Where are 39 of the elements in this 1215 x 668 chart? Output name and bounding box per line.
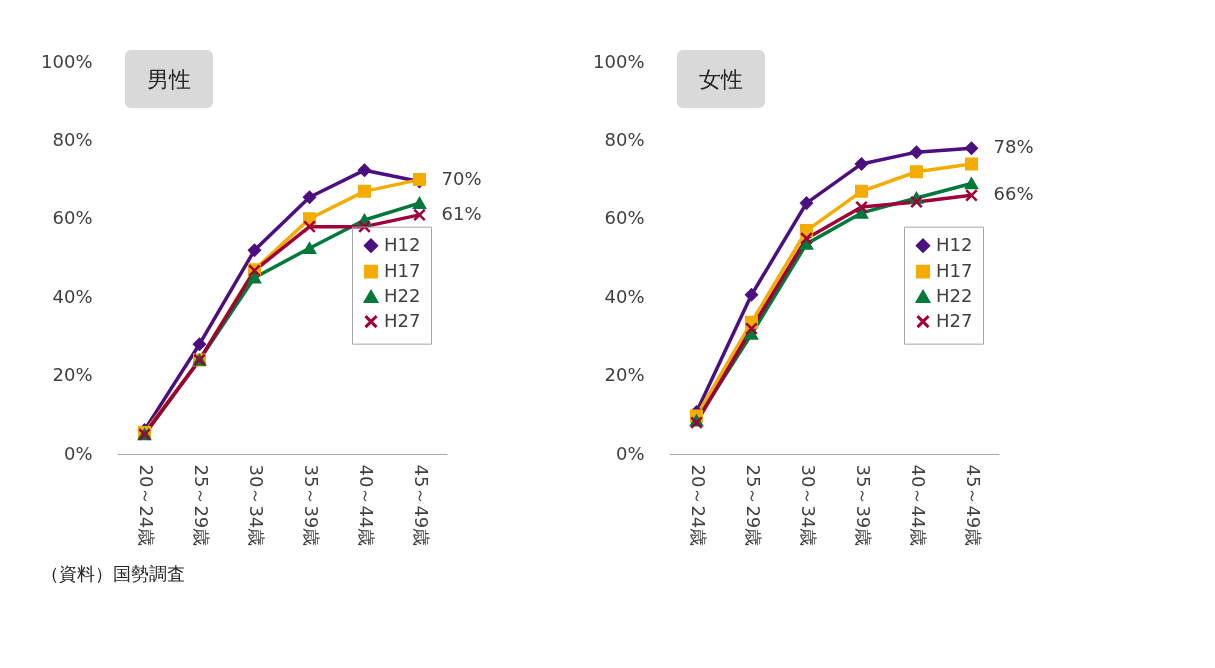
x-tick-label: 45～49歳 — [963, 464, 984, 547]
y-tick-label: 80% — [604, 128, 645, 150]
x-tick-label: 40～44歳 — [908, 464, 929, 547]
legend-label: H22 — [936, 284, 973, 306]
y-tick-label: 0% — [615, 442, 645, 464]
y-tick-label: 20% — [52, 364, 93, 386]
annotation: 78% — [993, 136, 1034, 158]
x-tick-label: 20～24歳 — [688, 464, 709, 547]
legend-label: H12 — [384, 233, 421, 255]
y-tick-label: 100% — [593, 50, 645, 72]
annotation: 66% — [993, 183, 1034, 205]
x-tick-label: 30～34歳 — [246, 464, 267, 547]
legend-label: H22 — [384, 284, 421, 306]
y-tick-label: 60% — [604, 207, 645, 229]
legend-label: H27 — [384, 309, 421, 331]
legend-label: H27 — [936, 309, 973, 331]
legend-label: H17 — [384, 259, 421, 281]
y-tick-label: 80% — [52, 128, 93, 150]
text: （資料）国勢調査 — [40, 562, 185, 584]
y-tick-label: 100% — [41, 50, 93, 72]
chart-title: 女性 — [699, 67, 743, 92]
x-tick-label: 30～34歳 — [798, 464, 819, 547]
y-tick-label: 20% — [604, 364, 645, 386]
legend-label: H12 — [936, 233, 973, 255]
x-tick-label: 25～29歳 — [743, 464, 764, 547]
x-tick-label: 25～29歳 — [191, 464, 212, 547]
x-tick-label: 20～24歳 — [136, 464, 157, 547]
y-tick-label: 60% — [52, 207, 93, 229]
x-tick-label: 35～39歳 — [301, 464, 322, 547]
chart-title: 男性 — [147, 67, 191, 92]
legend-label: H17 — [936, 259, 973, 281]
y-tick-label: 0% — [63, 442, 93, 464]
x-tick-label: 35～39歳 — [853, 464, 874, 547]
x-tick-label: 40～44歳 — [356, 464, 377, 547]
y-tick-label: 40% — [604, 285, 645, 307]
annotation: 61% — [441, 202, 482, 224]
y-tick-label: 40% — [52, 285, 93, 307]
x-tick-label: 45～49歳 — [411, 464, 432, 547]
annotation: 70% — [441, 167, 482, 189]
